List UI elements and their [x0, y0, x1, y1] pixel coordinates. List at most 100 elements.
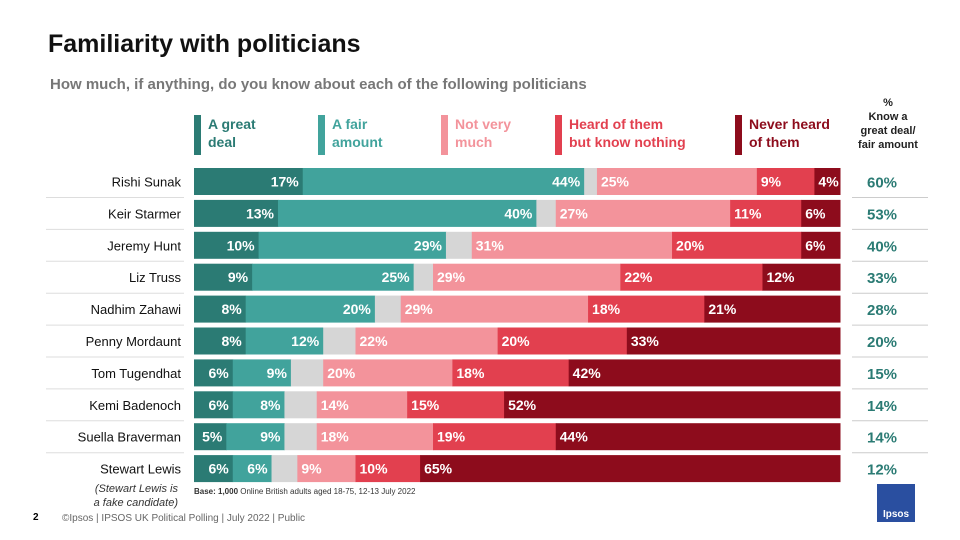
data-label: 8% — [221, 333, 242, 349]
bar-segment — [420, 455, 841, 483]
data-label: 29% — [437, 269, 466, 285]
legend-item: Heard of them but know nothing — [555, 115, 686, 155]
bar-segment — [302, 168, 585, 195]
data-label: 13% — [246, 205, 275, 221]
bar-segment — [194, 231, 260, 259]
bar-segment — [555, 423, 841, 451]
know-percent: 28% — [867, 302, 897, 319]
bar-segment — [400, 295, 589, 323]
bar-segment — [626, 327, 841, 355]
data-label: 20% — [327, 365, 356, 381]
data-label: 25% — [382, 269, 411, 285]
data-label: 10% — [360, 461, 389, 477]
data-label: 9% — [260, 429, 281, 445]
note-line: a fake candidate) — [93, 497, 178, 509]
data-label: 20% — [502, 333, 531, 349]
chart-subtitle: How much, if anything, do you know about… — [50, 76, 587, 93]
base-text: Online British adults aged 18-75, 12-13 … — [238, 487, 416, 496]
bar-segment — [194, 263, 253, 291]
bar-segment — [316, 423, 434, 451]
bar-segment — [596, 168, 758, 195]
category-label: Liz Truss — [129, 270, 182, 285]
know-percent: 12% — [867, 462, 897, 479]
bar-segment — [756, 168, 815, 195]
page-number: 2 — [33, 512, 39, 523]
category-label: Keir Starmer — [108, 206, 182, 221]
data-label: 8% — [260, 397, 281, 413]
base-bold: Base: 1,000 — [194, 487, 239, 496]
know-percent: 60% — [867, 175, 897, 192]
bar-segment — [355, 455, 421, 483]
bar-segment — [433, 263, 621, 291]
right-header-line: great deal/ — [860, 125, 916, 137]
fake-candidate-note: (Stewart Lewis is a fake candidate) — [60, 482, 178, 510]
bar-segment — [232, 455, 273, 483]
data-label: 6% — [805, 237, 826, 253]
data-label: 44% — [552, 174, 581, 190]
bar-segment — [290, 359, 324, 387]
legend-swatch — [441, 115, 448, 155]
bar-segment — [316, 391, 408, 419]
note-line: (Stewart Lewis is — [94, 483, 178, 495]
right-column-header: % Know a great deal/ fair amount — [848, 96, 928, 152]
bar-segment — [413, 263, 434, 291]
bar-segment — [730, 199, 802, 227]
know-percent: 33% — [867, 270, 897, 287]
bar-segment — [762, 263, 841, 291]
legend-label: Never heard of them — [749, 116, 830, 150]
category-label: Tom Tugendhat — [91, 366, 181, 381]
bar-segment — [226, 423, 285, 451]
footer-text: ©Ipsos | IPSOS UK Political Polling | Ju… — [62, 513, 306, 524]
bar-segment — [194, 391, 234, 419]
bar-segment — [323, 359, 453, 387]
data-label: 5% — [202, 429, 223, 445]
bar-segment — [284, 423, 318, 451]
data-label: 10% — [227, 237, 256, 253]
bar-segment — [374, 295, 402, 323]
bar-segment — [245, 327, 324, 355]
legend-swatch — [555, 115, 562, 155]
legend-label: A great deal — [208, 116, 256, 150]
bar-segment — [801, 231, 841, 259]
know-percent: 40% — [867, 238, 897, 255]
data-label: 65% — [424, 461, 453, 477]
bar-segment — [814, 168, 841, 195]
bar-segment — [194, 359, 234, 387]
data-label: 9% — [228, 269, 249, 285]
bar-segment — [297, 455, 356, 483]
data-label: 31% — [476, 237, 505, 253]
bar-segment — [407, 391, 505, 419]
legend-swatch — [318, 115, 325, 155]
data-label: 44% — [560, 429, 589, 445]
bar-segment — [194, 199, 279, 227]
bar-segment — [801, 199, 841, 227]
bar-segment — [355, 327, 499, 355]
bar-segment — [194, 327, 247, 355]
data-label: 9% — [301, 461, 322, 477]
data-label: 40% — [504, 205, 533, 221]
data-label: 52% — [508, 397, 537, 413]
data-label: 15% — [411, 397, 440, 413]
data-label: 12% — [291, 333, 320, 349]
bar-segment — [704, 295, 841, 323]
bar-segment — [504, 391, 841, 419]
data-label: 29% — [405, 301, 434, 317]
data-label: 42% — [573, 365, 602, 381]
bar-segment — [497, 327, 628, 355]
category-label: Nadhim Zahawi — [91, 302, 181, 317]
data-label: 33% — [631, 333, 660, 349]
bar-segment — [258, 231, 447, 259]
data-label: 6% — [805, 205, 826, 221]
bar-segment — [245, 295, 376, 323]
data-label: 6% — [209, 397, 230, 413]
legend-item: Never heard of them — [735, 115, 830, 155]
legend-item: A fair amount — [318, 115, 383, 155]
data-label: 14% — [321, 397, 350, 413]
bar-segment — [433, 423, 557, 451]
data-label: 18% — [321, 429, 350, 445]
bar-segment — [232, 359, 292, 387]
know-percent: 53% — [867, 206, 897, 223]
right-header-line: Know a — [868, 111, 908, 123]
legend-swatch — [194, 115, 201, 155]
